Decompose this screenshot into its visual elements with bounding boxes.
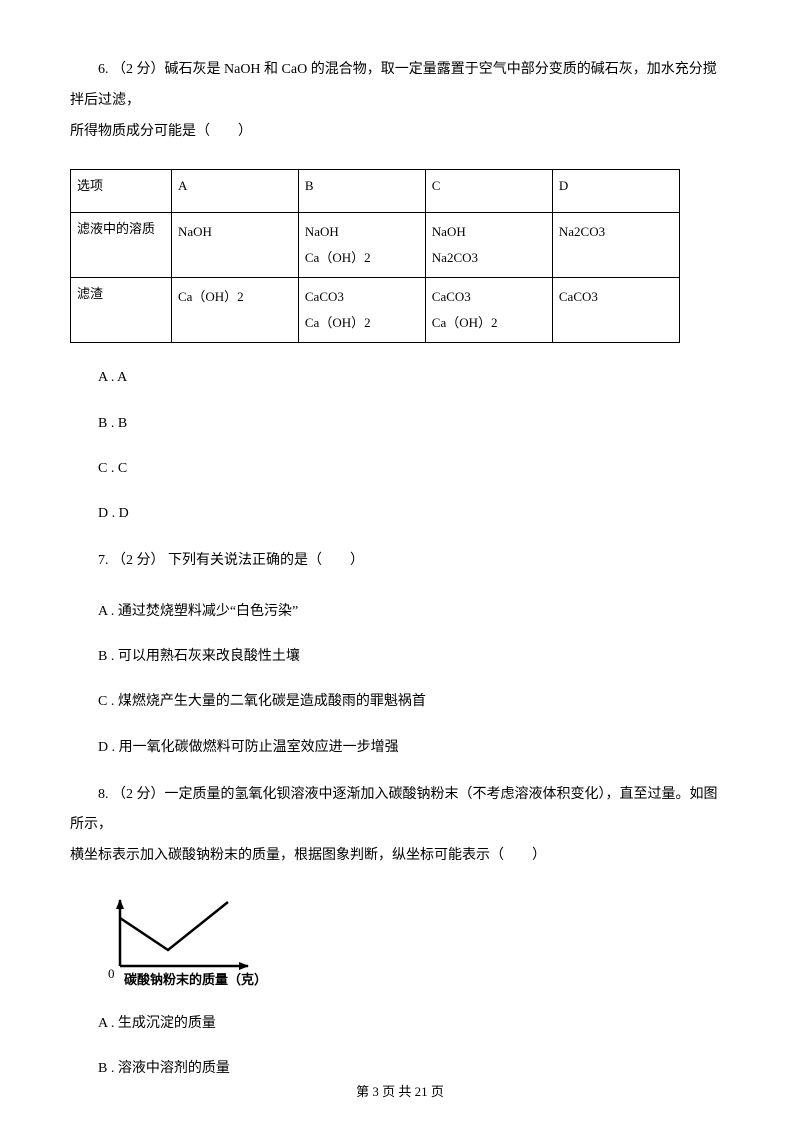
- cell-text: CaCO3: [559, 284, 673, 310]
- q6-option-c: C . C: [70, 456, 730, 481]
- table-row: 滤渣 Ca（OH）2 CaCO3Ca（OH）2 CaCO3Ca（OH）2 CaC…: [71, 278, 680, 343]
- cell-row2-a: Ca（OH）2: [171, 278, 298, 343]
- table-row: 选项 A B C D: [71, 170, 680, 213]
- q7-option-c: C . 煤燃烧产生大量的二氧化碳是造成酸雨的罪魁祸首: [70, 689, 730, 714]
- cell-row1-d: Na2CO3: [552, 213, 679, 278]
- page-footer: 第 3 页 共 21 页: [0, 1081, 800, 1100]
- cell-row1-b: NaOHCa（OH）2: [298, 213, 425, 278]
- cell-row2-label: 滤渣: [71, 278, 172, 343]
- q8-option-a: A . 生成沉淀的质量: [70, 1011, 730, 1036]
- q6-stem-line1: 6. （2 分）碱石灰是 NaOH 和 CaO 的混合物，取一定量露置于空气中部…: [70, 55, 730, 117]
- svg-text:0: 0: [108, 966, 115, 981]
- q7-option-d: D . 用一氧化碳做燃料可防止温室效应进一步增强: [70, 735, 730, 760]
- table-row: 滤液中的溶质 NaOH NaOHCa（OH）2 NaOHNa2CO3 Na2CO…: [71, 213, 680, 278]
- cell-text: Ca（OH）2: [178, 284, 292, 310]
- cell-text: Ca（OH）2: [432, 310, 546, 336]
- q6-option-d: D . D: [70, 501, 730, 526]
- cell-row1-label: 滤液中的溶质: [71, 213, 172, 278]
- cell-header-label: 选项: [71, 170, 172, 213]
- cell-text: Ca（OH）2: [305, 245, 419, 271]
- q8-chart: 0 碳酸钠粉末的质量（克）: [98, 894, 730, 989]
- q6-option-a: A . A: [70, 365, 730, 390]
- cell-text: CaCO3: [432, 284, 546, 310]
- cell-row1-a: NaOH: [171, 213, 298, 278]
- cell-text: NaOH: [432, 219, 546, 245]
- cell-header-c: C: [425, 170, 552, 213]
- svg-text:碳酸钠粉末的质量（克）: 碳酸钠粉末的质量（克）: [124, 972, 263, 987]
- cell-text: Na2CO3: [559, 219, 673, 245]
- cell-text: Ca（OH）2: [305, 310, 419, 336]
- cell-row2-c: CaCO3Ca（OH）2: [425, 278, 552, 343]
- cell-header-a: A: [171, 170, 298, 213]
- cell-text: NaOH: [178, 219, 292, 245]
- q6-option-b: B . B: [70, 411, 730, 436]
- q7-stem: 7. （2 分） 下列有关说法正确的是（ ）: [70, 546, 730, 577]
- q7-option-a: A . 通过焚烧塑料减少“白色污染”: [70, 599, 730, 624]
- q8-option-b: B . 溶液中溶剂的质量: [70, 1056, 730, 1081]
- q8-stem-line1: 8. （2 分）一定质量的氢氧化钡溶液中逐渐加入碳酸钠粉末（不考虑溶液体积变化）…: [70, 780, 730, 842]
- cell-header-d: D: [552, 170, 679, 213]
- q6-table: 选项 A B C D 滤液中的溶质 NaOH NaOHCa（OH）2 NaOHN…: [70, 169, 680, 343]
- cell-text: NaOH: [305, 219, 419, 245]
- q8-chart-svg: 0 碳酸钠粉末的质量（克）: [98, 894, 263, 989]
- cell-row2-d: CaCO3: [552, 278, 679, 343]
- page-content: 6. （2 分）碱石灰是 NaOH 和 CaO 的混合物，取一定量露置于空气中部…: [0, 0, 800, 1141]
- q7-option-b: B . 可以用熟石灰来改良酸性土壤: [70, 644, 730, 669]
- cell-text: Na2CO3: [432, 245, 546, 271]
- q8-stem-line2: 横坐标表示加入碳酸钠粉末的质量，根据图象判断，纵坐标可能表示（ ）: [70, 841, 730, 872]
- cell-text: CaCO3: [305, 284, 419, 310]
- cell-row2-b: CaCO3Ca（OH）2: [298, 278, 425, 343]
- q6-stem-line2: 所得物质成分可能是（ ）: [70, 117, 730, 148]
- cell-row1-c: NaOHNa2CO3: [425, 213, 552, 278]
- cell-header-b: B: [298, 170, 425, 213]
